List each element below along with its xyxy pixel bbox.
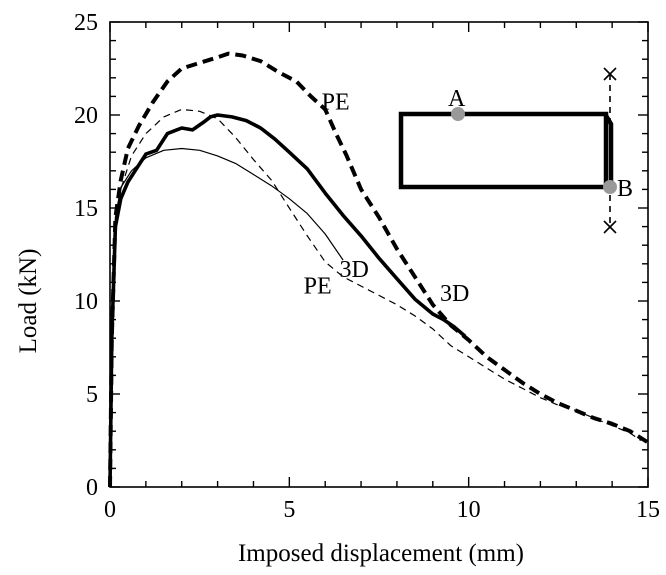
y-tick-label: 25 bbox=[74, 10, 98, 36]
inset-point-a bbox=[451, 107, 465, 121]
series-line-thin-solid bbox=[109, 147, 344, 488]
x-tick-label: 5 bbox=[283, 497, 295, 523]
curve-annotation: PE bbox=[304, 274, 332, 300]
inset-diagram: A B bbox=[398, 67, 633, 234]
plot-frame bbox=[109, 21, 649, 488]
series-layer bbox=[108, 51, 650, 488]
series-line-thick-solid bbox=[108, 113, 467, 488]
inset-top-cross-icon bbox=[603, 67, 617, 81]
x-tick-label: 0 bbox=[104, 497, 116, 523]
y-tick-label: 15 bbox=[74, 196, 98, 222]
series-line-thick-dashed bbox=[108, 51, 650, 488]
curve-annotation: 3D bbox=[440, 281, 469, 307]
inset-cross-section-left bbox=[398, 111, 609, 190]
y-tick-label: 20 bbox=[74, 103, 98, 129]
inset-label-b: B bbox=[617, 176, 633, 202]
inset-cross-section-right-edge bbox=[603, 112, 614, 187]
curve-annotation: PE bbox=[322, 89, 350, 115]
curve-annotation: 3D bbox=[340, 257, 369, 283]
annotation-layer: PE 3D PE 3D bbox=[304, 89, 470, 307]
y-axis-title: Load (kN) bbox=[15, 249, 42, 354]
x-axis-title: Imposed displacement (mm) bbox=[238, 540, 524, 567]
x-tick-label: 10 bbox=[457, 497, 481, 523]
x-tick-label: 15 bbox=[636, 497, 660, 523]
ticks-layer: 0 5 10 15 0 5 10 15 20 25 bbox=[74, 10, 660, 523]
y-tick-label: 10 bbox=[74, 289, 98, 315]
inset-bottom-cross-icon bbox=[603, 220, 617, 234]
inset-label-a: A bbox=[448, 86, 466, 112]
series-line-thin-dashed bbox=[109, 108, 642, 488]
y-tick-label: 5 bbox=[86, 382, 98, 408]
inset-point-b bbox=[603, 180, 617, 194]
axes-layer bbox=[109, 21, 649, 488]
y-tick-label: 0 bbox=[86, 475, 98, 501]
